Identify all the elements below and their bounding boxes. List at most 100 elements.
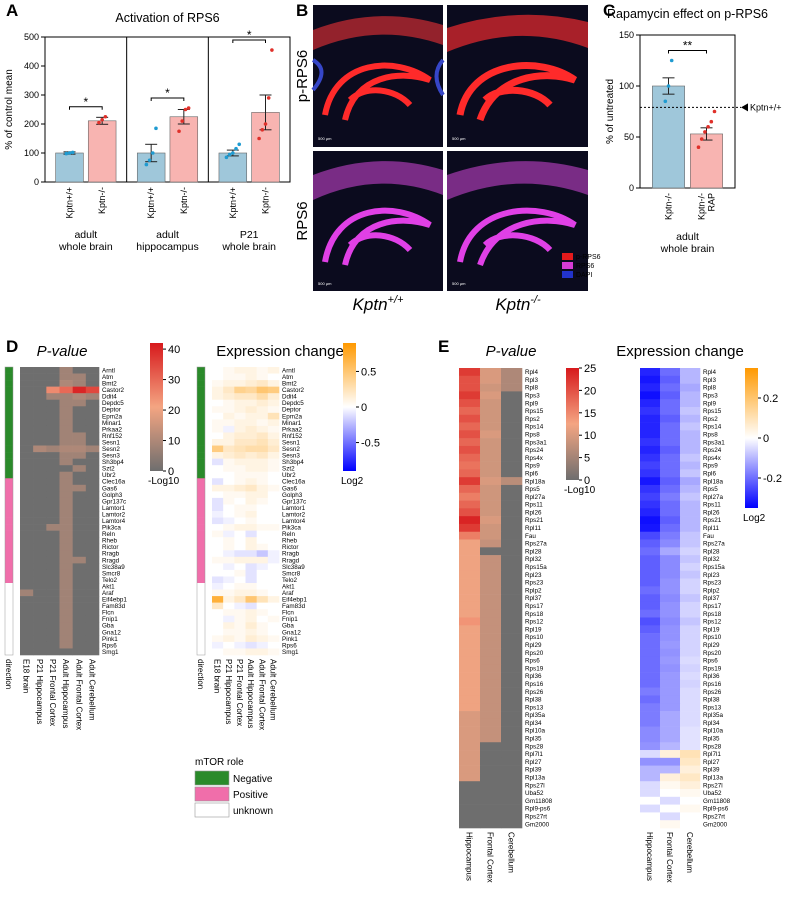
panel-label: A [6, 1, 18, 20]
gene-label: Rpl9 [525, 400, 538, 407]
heatmap-cell [480, 781, 502, 790]
heatmap-cell [20, 380, 34, 387]
gene-label: Lamtor2 [102, 511, 126, 518]
heatmap-cell [640, 789, 661, 798]
heatmap-cell [212, 425, 224, 433]
direction-cell [197, 478, 205, 486]
heatmap-cell [33, 425, 47, 433]
heatmap-cell [33, 432, 47, 440]
heatmap-cell [660, 500, 681, 509]
heatmap-cell [33, 622, 47, 630]
heatmap-cell [46, 609, 60, 617]
heatmap-cell [223, 511, 235, 518]
heatmap-cell [256, 648, 269, 656]
heatmap-cell [501, 812, 523, 821]
gene-label: Deptor [102, 407, 121, 414]
heatmap-cell [85, 602, 100, 610]
gene-label: Rps13 [525, 704, 544, 711]
heatmap-cell [501, 726, 523, 735]
panel-label: E [438, 337, 449, 356]
colorbar-tick-label: 20 [584, 385, 596, 397]
heatmap-cell [223, 425, 235, 433]
heatmap-cell [660, 539, 681, 548]
gene-label: Flcn [102, 610, 114, 617]
column-label: Cerebellum [507, 832, 516, 873]
bar [87, 120, 117, 183]
heatmap-cell [459, 750, 481, 759]
gene-label: Rps19 [703, 665, 722, 672]
gene-label: Rpl27a [525, 494, 545, 501]
heatmap-cell [72, 543, 87, 551]
gene-label: Rpl11 [525, 525, 541, 532]
significance-bracket [232, 39, 266, 44]
direction-cell [197, 399, 205, 407]
gene-label: Rpl37 [525, 595, 542, 602]
column-label: P21 Frontal Cortex [48, 659, 57, 726]
heatmap-cell [46, 419, 60, 427]
heatmap-cell [85, 412, 100, 420]
heatmap-cell [46, 530, 60, 538]
gene-label: Gm2000 [703, 821, 728, 828]
heatmap-cell [660, 484, 681, 494]
column-label: Adult Frontal Cortex [257, 659, 266, 730]
heatmap-cell [680, 500, 701, 509]
heatmap-cell [234, 399, 246, 407]
heatmap-cell [501, 757, 523, 766]
heatmap-cell [459, 687, 481, 696]
heatmap-cell [680, 469, 701, 478]
gene-label: Sesn2 [282, 446, 300, 453]
gene-label: Rps18 [703, 611, 722, 618]
gene-label: Rps23 [525, 580, 544, 587]
heatmap-cell [212, 622, 224, 630]
gene-label: Rpl29 [525, 642, 542, 649]
heatmap-cell [267, 497, 280, 505]
heatmap-cell [33, 504, 47, 512]
heatmap-cell [20, 550, 34, 558]
gene-label: Rpl35a [703, 712, 723, 719]
heatmap-cell [59, 563, 73, 571]
heatmap-cell [459, 656, 481, 665]
heatmap-cell [459, 578, 481, 587]
heatmap-cell [459, 711, 481, 720]
heatmap-cell [245, 563, 257, 571]
heatmap-cell [223, 563, 235, 571]
gene: Kptn [353, 295, 388, 314]
heatmap-cell [256, 373, 269, 381]
heatmap-cell [72, 471, 87, 479]
heatmap-cell [680, 633, 701, 642]
heatmap-cell [640, 609, 661, 618]
gene-label: Sesn1 [282, 439, 300, 446]
gene-label: Araf [282, 590, 294, 597]
heatmap-cell [245, 393, 257, 401]
gene-label: Gna12 [282, 629, 301, 636]
heatmap-cell [72, 569, 87, 577]
heatmap-cell [223, 543, 235, 551]
gene-label: Rps3a1 [525, 439, 547, 446]
column-label: Kptn+/+ [353, 294, 404, 314]
heatmap-cell [480, 773, 502, 782]
heatmap-cell [459, 383, 481, 392]
heatmap-cell [267, 504, 280, 512]
heatmap-cell [660, 477, 681, 486]
gene-label: Lamtor4 [102, 518, 126, 525]
gene-label: Rictor [282, 544, 298, 551]
direction-cell [197, 543, 205, 551]
data-point [64, 151, 69, 156]
heatmap-cell [33, 596, 47, 603]
gene-label: Rps3 [703, 392, 718, 399]
heatmap-cell [245, 373, 257, 381]
heatmap-cell [680, 812, 701, 821]
heatmap-cell [46, 432, 60, 440]
heatmap-cell [680, 796, 701, 805]
heatmap-cell [234, 445, 246, 453]
heatmap-cell [480, 562, 502, 572]
heatmap-cell [245, 419, 257, 427]
heatmap-cell [20, 439, 34, 446]
heatmap-cell [501, 687, 523, 696]
heatmap-cell [59, 530, 73, 538]
heatmap-cell [20, 576, 34, 584]
heatmap-cell [85, 569, 100, 577]
heatmap-cell [501, 695, 523, 704]
gene-label: Epm2a [282, 413, 302, 420]
heatmap-cell [256, 484, 269, 492]
